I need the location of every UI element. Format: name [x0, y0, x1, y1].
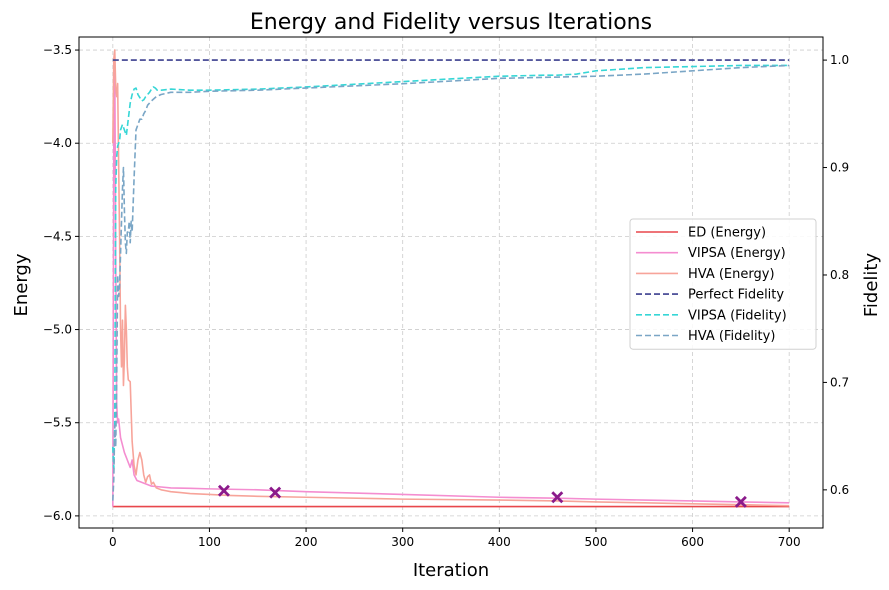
y-axis-left: −6.0 −5.5 −5.0 −4.5 −4.0 −3.5 — [43, 43, 79, 523]
x-tick-label: 300 — [391, 535, 414, 549]
y-tick-label: −5.5 — [43, 416, 72, 430]
legend-label: HVA (Fidelity) — [688, 329, 775, 344]
y-tick-label: −6.0 — [43, 509, 72, 523]
plot-frame — [78, 36, 824, 529]
x-tick-label: 500 — [584, 535, 607, 549]
y-axis-title: Energy — [11, 253, 32, 316]
x-axis: 0 100 200 300 400 500 600 700 — [109, 528, 801, 549]
x-tick-label: 0 — [109, 535, 117, 549]
x-marker — [217, 484, 230, 497]
legend-label: HVA (Energy) — [688, 267, 775, 282]
legend-label: VIPSA (Fidelity) — [688, 308, 787, 323]
x-tick-label: 100 — [198, 535, 221, 549]
x-tick-label: 400 — [488, 535, 511, 549]
y2-axis-title: Fidelity — [861, 253, 882, 318]
series-line-hva-energy — [112, 49, 790, 507]
y-tick-label: −5.0 — [43, 323, 72, 337]
series-line-hva-fidelity — [112, 64, 790, 501]
x-marker — [734, 495, 747, 508]
y2-tick-label: 1.0 — [830, 53, 849, 67]
y2-tick-label: 0.8 — [830, 268, 849, 282]
grid — [79, 37, 823, 528]
y-tick-label: −4.0 — [43, 136, 72, 150]
series-line-vipsa-fidelity — [112, 64, 790, 470]
marker-layer — [217, 484, 747, 508]
x-tick-label: 700 — [778, 535, 801, 549]
x-marker — [551, 491, 564, 504]
x-axis-title: Iteration — [413, 560, 489, 581]
legend-label: VIPSA (Energy) — [688, 246, 786, 261]
y-axis-right: 0.6 0.7 0.8 0.9 1.0 — [823, 53, 849, 497]
x-marker — [269, 486, 282, 499]
legend-label: Perfect Fidelity — [688, 288, 784, 303]
series-layer — [112, 49, 790, 508]
series-line-vipsa-energy — [112, 58, 790, 507]
chart-title: Energy and Fidelity versus Iterations — [250, 10, 652, 35]
legend-label: ED (Energy) — [688, 226, 766, 241]
y2-tick-label: 0.7 — [830, 375, 849, 389]
y2-tick-label: 0.9 — [830, 161, 849, 175]
y-tick-label: −3.5 — [43, 43, 72, 57]
x-tick-label: 200 — [295, 535, 318, 549]
x-tick-label: 600 — [681, 535, 704, 549]
legend-box — [629, 218, 817, 350]
y2-tick-label: 0.6 — [830, 483, 849, 497]
legend: ED (Energy) VIPSA (Energy) HVA (Energy) Per… — [629, 218, 817, 350]
y-tick-label: −4.5 — [43, 229, 72, 243]
